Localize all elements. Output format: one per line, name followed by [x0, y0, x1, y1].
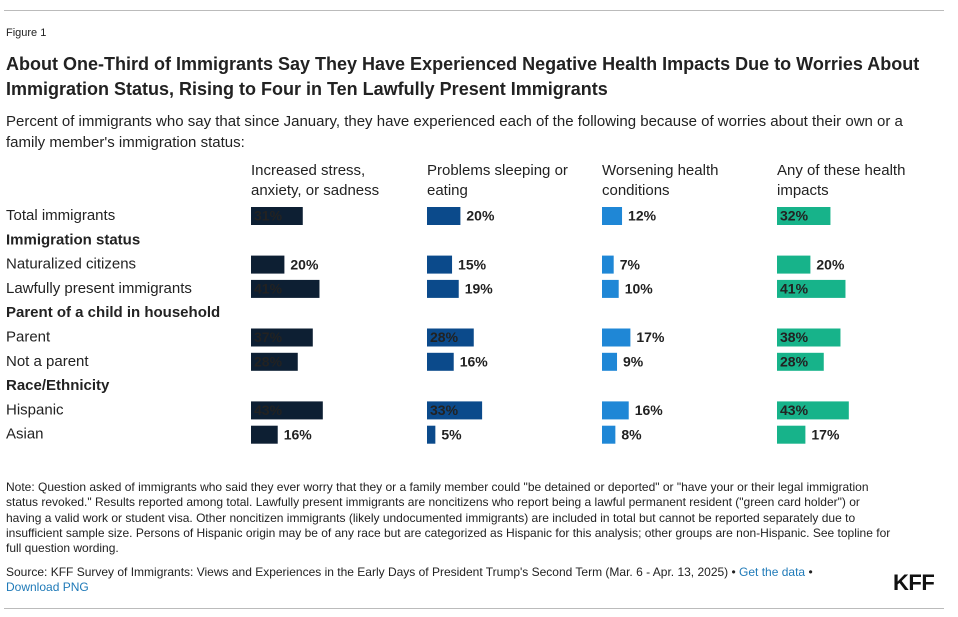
- value-label: 9%: [623, 354, 644, 370]
- bar: [251, 328, 313, 347]
- bar: [427, 401, 483, 420]
- value-label: 28%: [254, 354, 283, 370]
- separator: •: [808, 565, 813, 579]
- chart-title: About One-Third of Immigrants Say They H…: [6, 54, 920, 99]
- top-rule: [4, 10, 944, 11]
- column-header: Worsening health conditions: [602, 162, 719, 199]
- value-label: 43%: [780, 402, 809, 418]
- bar: [251, 207, 303, 225]
- chart-subtitle: Percent of immigrants who say that since…: [6, 113, 903, 151]
- source: Source: KFF Survey of Immigrants: Views …: [6, 565, 866, 596]
- value-label: 28%: [430, 329, 459, 345]
- link[interactable]: Get the data: [739, 565, 806, 579]
- bar: [602, 255, 614, 274]
- column-header: Problems sleeping or eating: [427, 162, 568, 199]
- bar: [251, 279, 320, 298]
- bar: [427, 207, 461, 225]
- bottom-rule: [4, 608, 944, 609]
- value-label: 20%: [290, 256, 319, 272]
- group-label: Immigration status: [6, 231, 140, 248]
- value-label: 16%: [284, 426, 313, 442]
- value-label: 43%: [254, 402, 283, 418]
- bar: [777, 352, 824, 371]
- row-label: Lawfully present immigrants: [6, 280, 192, 297]
- link[interactable]: Download PNG: [6, 580, 89, 595]
- bar: [427, 425, 436, 444]
- value-label: 12%: [628, 208, 657, 224]
- value-label: 31%: [254, 208, 283, 224]
- note: Note: Question asked of immigrants who s…: [6, 480, 891, 556]
- row-label: Hispanic: [6, 401, 64, 418]
- value-label: 15%: [458, 256, 487, 272]
- value-label: 8%: [621, 426, 642, 442]
- chart: Total immigrants Immigration status Natura…: [6, 207, 849, 444]
- value-label: 20%: [466, 208, 495, 224]
- bar: [777, 425, 806, 444]
- bar: [251, 401, 323, 420]
- bar: [251, 255, 285, 274]
- value-label: 19%: [465, 281, 494, 297]
- bar: [777, 207, 831, 225]
- row-label: Not a parent: [6, 353, 89, 370]
- bar: [777, 401, 849, 420]
- bar: [602, 401, 629, 420]
- value-label: 16%: [460, 354, 489, 370]
- bar: [251, 425, 278, 444]
- group-label: Parent of a child in household: [6, 304, 220, 321]
- bar: [602, 425, 616, 444]
- value-label: 16%: [635, 402, 664, 418]
- value-label: 38%: [780, 329, 809, 345]
- column-header: Increased stress, anxiety, or sadness: [251, 162, 380, 199]
- bar: [427, 255, 453, 274]
- row-label: Total immigrants: [6, 207, 115, 224]
- source-text: Source: KFF Survey of Immigrants: Views …: [6, 565, 736, 579]
- value-label: 41%: [254, 281, 283, 297]
- bar: [602, 328, 631, 347]
- value-label: 33%: [430, 402, 459, 418]
- bar: [777, 328, 841, 347]
- row-label: Asian: [6, 426, 44, 443]
- value-label: 17%: [636, 329, 665, 345]
- bar: [777, 279, 846, 298]
- bar: [251, 352, 298, 371]
- logo: KFF: [893, 570, 935, 595]
- value-label: 32%: [780, 208, 809, 224]
- group-label: Race/Ethnicity: [6, 377, 110, 394]
- value-label: 28%: [780, 354, 809, 370]
- bar: [427, 352, 454, 371]
- value-label: 5%: [441, 426, 462, 442]
- row-label: Naturalized citizens: [6, 256, 136, 273]
- bar: [602, 207, 623, 225]
- column-header: Any of these health impacts: [777, 162, 906, 199]
- value-label: 17%: [811, 426, 840, 442]
- bar: [777, 255, 811, 274]
- value-label: 10%: [625, 281, 654, 297]
- value-label: 20%: [816, 256, 845, 272]
- bar: [427, 328, 474, 347]
- value-label: 37%: [254, 329, 283, 345]
- bar: [427, 279, 459, 298]
- bar: [602, 279, 619, 298]
- row-label: Parent: [6, 328, 51, 345]
- value-label: 41%: [780, 281, 809, 297]
- value-label: 7%: [620, 256, 641, 272]
- figure-label: Figure 1: [6, 27, 47, 39]
- bar: [602, 352, 618, 371]
